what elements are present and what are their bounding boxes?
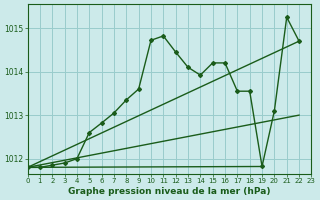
X-axis label: Graphe pression niveau de la mer (hPa): Graphe pression niveau de la mer (hPa) <box>68 187 271 196</box>
